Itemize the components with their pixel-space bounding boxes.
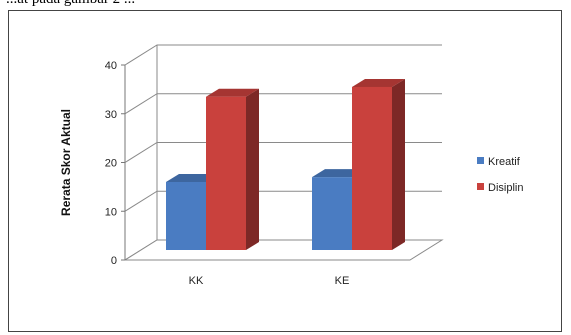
- legend-swatch-kreatif: [477, 157, 484, 164]
- bar-side-disiplin-kk: [246, 88, 259, 250]
- bar-top-kreatif-ke: [312, 169, 365, 178]
- gridline: [124, 44, 442, 66]
- y-tick-label: 10: [105, 206, 117, 218]
- chart-frame: [8, 10, 562, 332]
- y-tick-label: 0: [111, 255, 117, 267]
- bar-top-kreatif-kk: [166, 174, 219, 182]
- y-tick-label: 30: [105, 109, 117, 121]
- x-tick-label: KE: [335, 275, 350, 287]
- bar-kreatif-kk: [166, 182, 206, 250]
- legend-swatch-disiplin: [477, 183, 484, 190]
- bar-top-disiplin-ke: [352, 78, 405, 87]
- bar-top-disiplin-kk: [206, 88, 259, 97]
- legend-label-kreatif: Kreatif: [488, 156, 521, 168]
- y-tick-label: 20: [105, 158, 117, 170]
- y-tick-label: 40: [105, 60, 117, 72]
- caption-text: ...at pada gambar 2 ...: [6, 0, 135, 8]
- bar-disiplin-ke: [352, 86, 392, 250]
- bar-side-disiplin-ke: [392, 78, 405, 250]
- bar-kreatif-ke: [312, 177, 352, 250]
- y-axis-title: Rerata Skor Aktual: [59, 109, 73, 216]
- legend-label-disiplin: Disiplin: [488, 182, 523, 194]
- bar-disiplin-kk: [206, 96, 246, 250]
- x-tick-label: KK: [189, 275, 204, 287]
